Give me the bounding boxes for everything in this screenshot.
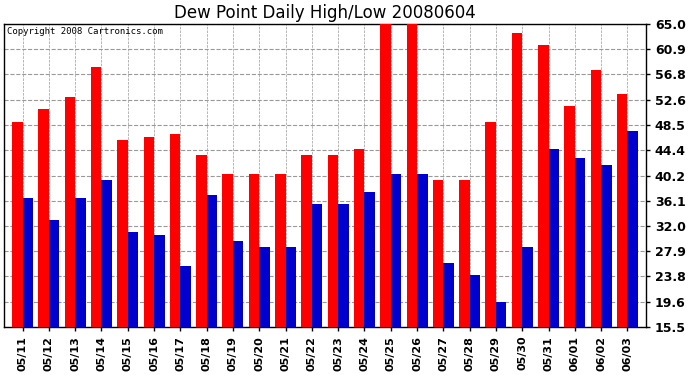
Bar: [433, 180, 443, 327]
Bar: [443, 262, 454, 327]
Bar: [248, 174, 259, 327]
Bar: [564, 106, 575, 327]
Bar: [286, 247, 296, 327]
Bar: [522, 247, 533, 327]
Bar: [512, 33, 522, 327]
Bar: [49, 220, 59, 327]
Bar: [206, 195, 217, 327]
Bar: [170, 134, 180, 327]
Title: Dew Point Daily High/Low 20080604: Dew Point Daily High/Low 20080604: [174, 4, 476, 22]
Bar: [12, 122, 23, 327]
Bar: [144, 137, 154, 327]
Bar: [470, 275, 480, 327]
Bar: [39, 110, 49, 327]
Bar: [391, 174, 402, 327]
Bar: [459, 180, 470, 327]
Bar: [617, 94, 627, 327]
Bar: [23, 198, 33, 327]
Bar: [154, 235, 165, 327]
Bar: [549, 149, 559, 327]
Bar: [538, 45, 549, 327]
Bar: [302, 155, 312, 327]
Bar: [180, 266, 191, 327]
Bar: [328, 155, 338, 327]
Bar: [259, 247, 270, 327]
Text: Copyright 2008 Cartronics.com: Copyright 2008 Cartronics.com: [8, 27, 164, 36]
Bar: [101, 180, 112, 327]
Bar: [222, 174, 233, 327]
Bar: [354, 149, 364, 327]
Bar: [338, 204, 348, 327]
Bar: [601, 165, 611, 327]
Bar: [406, 24, 417, 327]
Bar: [233, 241, 244, 327]
Bar: [91, 67, 101, 327]
Bar: [117, 140, 128, 327]
Bar: [591, 70, 601, 327]
Bar: [312, 204, 322, 327]
Bar: [485, 122, 496, 327]
Bar: [75, 198, 86, 327]
Bar: [196, 155, 206, 327]
Bar: [575, 158, 585, 327]
Bar: [496, 302, 506, 327]
Bar: [417, 174, 428, 327]
Bar: [65, 97, 75, 327]
Bar: [275, 174, 286, 327]
Bar: [627, 131, 638, 327]
Bar: [380, 24, 391, 327]
Bar: [364, 192, 375, 327]
Bar: [128, 232, 138, 327]
